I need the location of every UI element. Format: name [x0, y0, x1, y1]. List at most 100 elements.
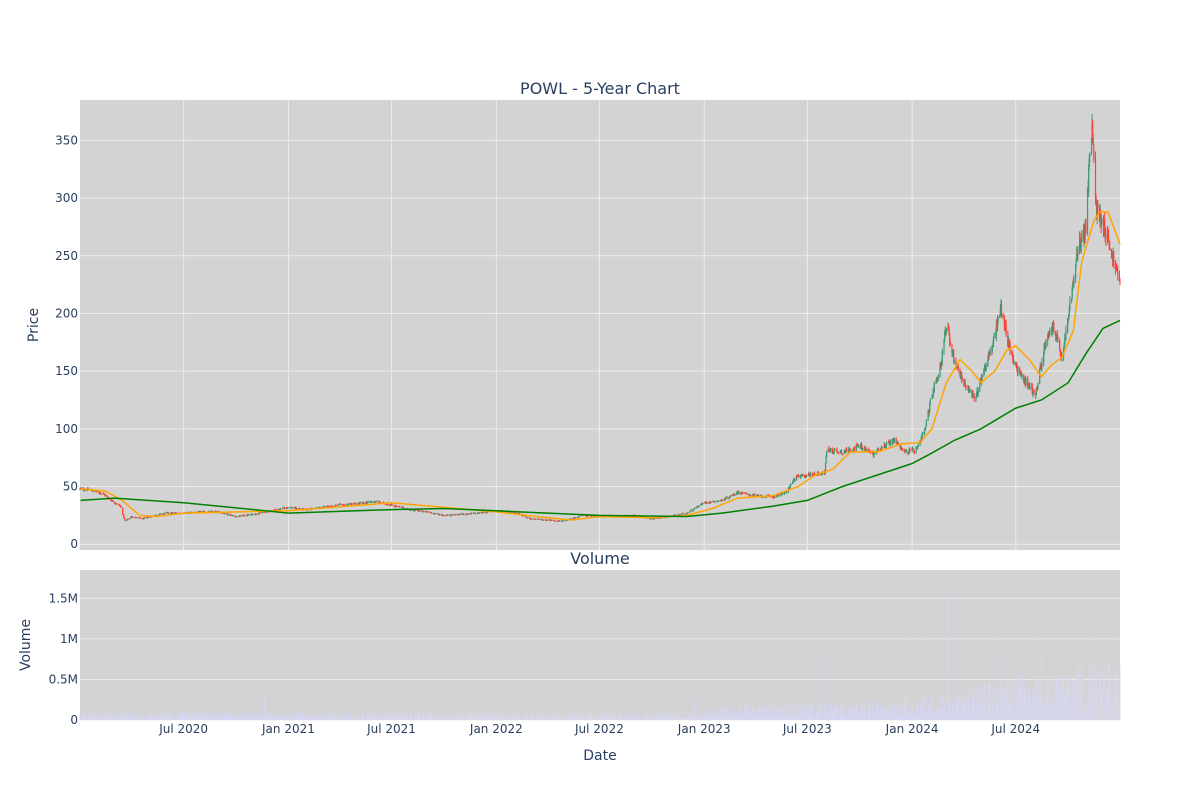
volume-bar [139, 716, 141, 720]
volume-bar [859, 715, 861, 720]
candle-body [748, 493, 750, 495]
volume-bar [1113, 634, 1115, 720]
volume-bar [505, 717, 506, 720]
volume-bar [920, 701, 922, 720]
volume-bar [256, 717, 257, 720]
volume-bar [1017, 688, 1018, 720]
volume-bar [591, 712, 592, 720]
volume-bar [277, 716, 279, 720]
volume-bar [1007, 681, 1009, 720]
candle-body [981, 374, 983, 378]
volume-bar [95, 713, 97, 720]
volume-bar [933, 712, 935, 720]
volume-bar [1104, 671, 1106, 720]
volume-bar [263, 712, 265, 720]
volume-bar [498, 716, 500, 720]
candle-body [550, 519, 553, 521]
candle-body [326, 506, 328, 508]
candle-body [826, 451, 828, 457]
volume-bar [812, 704, 813, 720]
volume-bar [455, 718, 457, 720]
candle-body [1118, 274, 1121, 282]
volume-bar [808, 710, 809, 720]
volume-bar [134, 718, 136, 720]
volume-bar [913, 714, 915, 720]
volume-bar [572, 716, 574, 720]
candle-body [948, 330, 950, 335]
candle-body [848, 447, 851, 449]
candle-body [857, 445, 860, 447]
volume-bar [216, 712, 218, 720]
volume-bar [135, 717, 137, 720]
volume-bar [118, 713, 120, 720]
candle-body [574, 517, 577, 519]
volume-bar [872, 714, 874, 720]
volume-bar [642, 714, 644, 720]
candle-body [648, 518, 651, 519]
volume-bar [1005, 679, 1007, 720]
volume-bar [549, 712, 551, 720]
volume-bar [184, 712, 186, 720]
candle-body [892, 439, 894, 445]
volume-bar [421, 715, 423, 720]
volume-bar [349, 717, 351, 720]
volume-bar [1107, 692, 1109, 720]
volume-bar [483, 715, 485, 720]
candle-body [916, 448, 918, 449]
candle-body [446, 514, 448, 516]
candle-body [455, 514, 457, 516]
volume-bar [218, 711, 219, 720]
volume-bar [722, 706, 723, 720]
volume-bar [170, 717, 172, 720]
volume-bar [382, 717, 384, 720]
candle-body [941, 350, 943, 362]
candle-body [996, 319, 999, 330]
price-moving-averages [80, 211, 1121, 521]
volume-bar [167, 715, 169, 720]
candle-body [460, 513, 463, 515]
candle-body [786, 492, 788, 494]
volume-bar [435, 713, 437, 720]
volume-bar [353, 717, 355, 720]
candle-body [775, 496, 778, 498]
candle-body [557, 521, 559, 522]
volume-bar [1063, 690, 1065, 720]
volume-bar [403, 714, 405, 720]
volume-bar [413, 716, 415, 720]
volume-bar [673, 712, 674, 720]
volume-bar [397, 712, 399, 720]
volume-bar [144, 718, 146, 720]
candle-body [1101, 219, 1103, 224]
volume-bar [1048, 675, 1050, 720]
volume-bar [442, 718, 444, 720]
candle-body [741, 493, 743, 495]
candle-body [1040, 365, 1042, 367]
volume-bar [560, 713, 562, 720]
volume-bar [589, 715, 591, 720]
volume-bar [248, 715, 249, 720]
volume-bar [940, 707, 941, 720]
volume-bar [686, 717, 688, 720]
candle-body [853, 446, 856, 450]
volume-bar [621, 718, 623, 720]
candle-body [574, 517, 576, 519]
volume-bar [694, 717, 696, 720]
volume-bar [154, 716, 156, 720]
volume-bar [342, 716, 343, 720]
volume-bar [872, 709, 874, 720]
volume-bar [302, 716, 304, 720]
volume-bar [916, 701, 918, 720]
volume-bar [231, 716, 233, 720]
candle-body [120, 506, 122, 508]
candle-body [1085, 220, 1087, 233]
volume-bar [826, 653, 828, 720]
volume-bar [354, 714, 356, 720]
volume-bar [454, 717, 456, 720]
candle-body [928, 409, 930, 414]
volume-bar [135, 718, 137, 720]
volume-bar [805, 711, 807, 720]
volume-bar [363, 713, 365, 720]
candle-body [291, 507, 293, 509]
volume-bar [451, 713, 453, 720]
